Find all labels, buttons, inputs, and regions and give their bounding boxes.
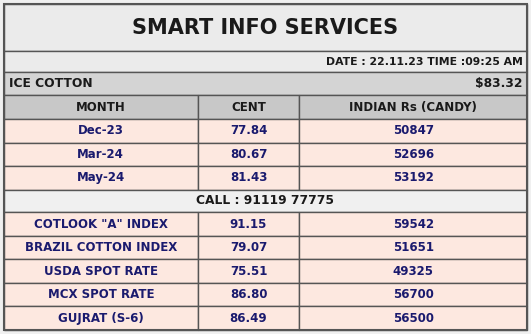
Text: USDA SPOT RATE: USDA SPOT RATE xyxy=(44,265,158,278)
Text: 86.49: 86.49 xyxy=(230,312,267,325)
Bar xyxy=(4,190,527,212)
Text: ICE COTTON: ICE COTTON xyxy=(9,77,92,90)
Text: 56700: 56700 xyxy=(393,288,434,301)
Bar xyxy=(4,96,198,119)
Text: 56500: 56500 xyxy=(393,312,434,325)
Bar xyxy=(299,283,527,307)
Text: 79.07: 79.07 xyxy=(230,241,267,254)
Bar xyxy=(4,143,198,166)
Bar xyxy=(198,283,299,307)
Bar xyxy=(4,212,198,236)
Bar xyxy=(4,307,198,330)
Bar xyxy=(4,119,198,143)
Text: 86.80: 86.80 xyxy=(230,288,267,301)
Text: COTLOOK "A" INDEX: COTLOOK "A" INDEX xyxy=(34,217,168,230)
Text: 59542: 59542 xyxy=(393,217,434,230)
Text: MCX SPOT RATE: MCX SPOT RATE xyxy=(47,288,154,301)
Text: MONTH: MONTH xyxy=(76,101,126,114)
Text: DATE : 22.11.23 TIME :09:25 AM: DATE : 22.11.23 TIME :09:25 AM xyxy=(326,56,523,66)
Text: 51651: 51651 xyxy=(393,241,434,254)
Bar xyxy=(198,260,299,283)
Bar xyxy=(198,307,299,330)
Text: CALL : 91119 77775: CALL : 91119 77775 xyxy=(196,194,335,207)
Text: INDIAN Rs (CANDY): INDIAN Rs (CANDY) xyxy=(349,101,477,114)
Bar xyxy=(198,96,299,119)
Text: 53192: 53192 xyxy=(393,171,434,184)
Text: BRAZIL COTTON INDEX: BRAZIL COTTON INDEX xyxy=(24,241,177,254)
Bar xyxy=(4,283,198,307)
Bar xyxy=(198,166,299,190)
Text: $83.32: $83.32 xyxy=(475,77,522,90)
Text: 75.51: 75.51 xyxy=(230,265,267,278)
Bar xyxy=(4,166,198,190)
Bar xyxy=(299,212,527,236)
Text: Dec-23: Dec-23 xyxy=(78,124,124,137)
Text: 49325: 49325 xyxy=(393,265,434,278)
Text: Mar-24: Mar-24 xyxy=(78,148,124,161)
Bar xyxy=(4,4,527,51)
Bar xyxy=(198,212,299,236)
Bar xyxy=(198,236,299,260)
Text: 50847: 50847 xyxy=(393,124,434,137)
Bar xyxy=(299,119,527,143)
Text: GUJRAT (S-6): GUJRAT (S-6) xyxy=(58,312,143,325)
Text: May-24: May-24 xyxy=(76,171,125,184)
Text: 81.43: 81.43 xyxy=(230,171,267,184)
Text: 91.15: 91.15 xyxy=(230,217,267,230)
Bar xyxy=(198,119,299,143)
Text: SMART INFO SERVICES: SMART INFO SERVICES xyxy=(132,18,399,37)
Bar xyxy=(299,166,527,190)
Bar xyxy=(299,96,527,119)
Bar xyxy=(299,260,527,283)
Bar xyxy=(4,51,527,72)
Bar xyxy=(299,307,527,330)
Bar xyxy=(4,236,198,260)
Bar xyxy=(299,236,527,260)
Text: 80.67: 80.67 xyxy=(230,148,267,161)
Text: CENT: CENT xyxy=(231,101,266,114)
Bar xyxy=(299,143,527,166)
Bar xyxy=(4,72,527,96)
Text: 77.84: 77.84 xyxy=(230,124,267,137)
Bar xyxy=(4,260,198,283)
Text: 52696: 52696 xyxy=(393,148,434,161)
Bar xyxy=(198,143,299,166)
